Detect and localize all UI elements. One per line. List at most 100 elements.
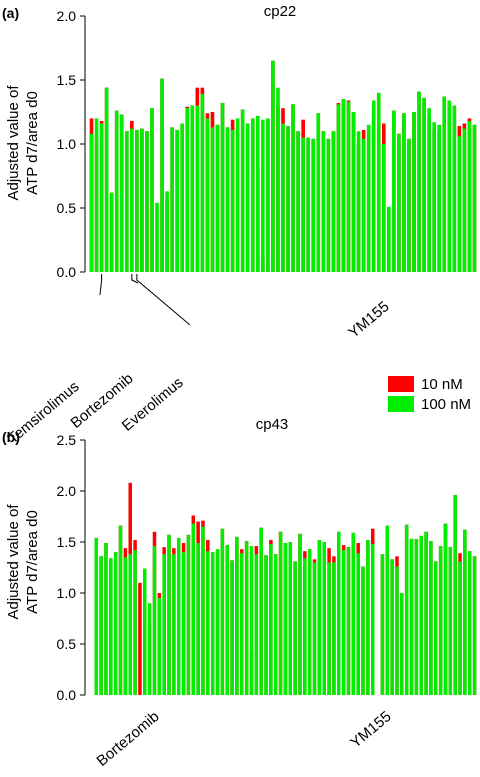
bar-100nm	[434, 561, 438, 695]
bar-100nm	[291, 104, 295, 272]
bar-100nm	[296, 131, 300, 272]
bar-100nm	[351, 532, 356, 695]
panel-b-yticks: 0.0 0.5 1.0 1.5 2.0 2.5	[57, 432, 86, 703]
bar-100nm	[210, 552, 215, 695]
bar-100nm	[99, 123, 104, 273]
bar-100nm	[165, 191, 169, 272]
bar-100nm	[283, 543, 288, 695]
bar-100nm	[351, 112, 356, 272]
bar-100nm	[316, 113, 321, 272]
bar-100nm	[230, 129, 235, 272]
y-tick-label: 0.0	[57, 687, 77, 703]
bar-100nm	[361, 566, 365, 695]
bar-100nm	[286, 126, 290, 272]
bar-100nm	[322, 542, 326, 695]
bar-100nm	[250, 118, 255, 273]
bar-100nm	[404, 524, 409, 695]
bar-100nm	[392, 110, 396, 272]
bar-100nm	[341, 99, 346, 272]
bar-100nm	[331, 131, 336, 272]
bar-100nm	[114, 110, 119, 272]
bar-100nm	[387, 206, 391, 272]
bar-100nm	[457, 136, 462, 272]
bar-100nm	[235, 118, 240, 273]
bar-100nm	[361, 138, 366, 272]
bar-100nm	[215, 124, 220, 272]
bar-100nm	[244, 540, 249, 695]
y-tick-label: 1.5	[57, 534, 77, 550]
bar-100nm	[196, 543, 200, 695]
bar-100nm	[462, 128, 467, 272]
panel-b-letter: (b)	[2, 429, 20, 445]
bar-100nm	[255, 115, 260, 272]
annotation-label: Bortezomib	[94, 708, 163, 770]
bar-100nm	[321, 131, 326, 272]
bar-100nm	[191, 523, 196, 695]
bar-100nm	[443, 523, 448, 695]
bar-100nm	[119, 114, 124, 272]
bar-100nm	[337, 531, 341, 695]
bar-100nm	[215, 549, 220, 695]
bar-100nm	[311, 138, 316, 272]
bar-100nm	[463, 529, 467, 695]
bar-100nm	[371, 100, 376, 272]
panel-b-bars	[94, 482, 477, 695]
bar-100nm	[220, 103, 225, 272]
y-tick-label: 2.5	[57, 432, 77, 448]
bar-100nm	[269, 544, 273, 695]
y-tick-label: 0.0	[57, 264, 77, 280]
bar-100nm	[312, 562, 317, 695]
bar-100nm	[152, 546, 157, 695]
bar-100nm	[317, 539, 322, 695]
bar-100nm	[225, 545, 229, 695]
bar-100nm	[245, 123, 250, 273]
bar-100nm	[147, 603, 152, 695]
y-tick-label: 0.5	[57, 200, 77, 216]
bar-100nm	[467, 551, 472, 695]
bar-100nm	[249, 546, 254, 695]
bar-100nm	[130, 128, 134, 272]
bar-100nm	[341, 550, 346, 695]
bar-100nm	[160, 78, 164, 272]
y-tick-label: 1.0	[57, 585, 77, 601]
bar-100nm	[381, 144, 386, 272]
bar-100nm	[172, 554, 176, 695]
legend-label-10nm: 10 nM	[421, 376, 463, 393]
bar-100nm	[414, 538, 419, 695]
panel-b-ylabel: Adjusted value of ATP d7/area d0	[5, 504, 41, 620]
bar-100nm	[301, 137, 305, 272]
panel-b-annotations: Bortezomib YM155	[94, 708, 395, 770]
bar-100nm	[419, 535, 423, 695]
bar-100nm	[458, 561, 462, 695]
bar-100nm	[346, 101, 351, 272]
bar-100nm	[150, 108, 154, 272]
bar-100nm	[346, 547, 351, 695]
bar-100nm	[186, 534, 191, 695]
bar-100nm	[429, 540, 433, 695]
bar-100nm	[366, 124, 371, 272]
annotation-line	[131, 274, 139, 284]
bar-100nm	[356, 131, 361, 272]
legend-swatch-100nm	[388, 396, 414, 412]
bar-100nm	[472, 124, 477, 272]
bar-100nm	[94, 537, 99, 695]
bar-100nm	[307, 549, 312, 695]
bar-100nm	[427, 108, 431, 272]
y-tick-label: 1.0	[57, 136, 77, 152]
bar-100nm	[254, 554, 259, 695]
bar-100nm	[266, 118, 270, 273]
bar-100nm	[356, 553, 360, 695]
bar-100nm	[438, 546, 443, 695]
bar-100nm	[395, 566, 399, 695]
bar-100nm	[225, 127, 230, 272]
bar-100nm	[472, 556, 477, 695]
bar-100nm	[432, 122, 436, 273]
bar-100nm	[271, 60, 275, 272]
panel-b-ylabel-line2: ATP d7/area d0	[24, 510, 41, 614]
bar-100nm	[176, 537, 181, 695]
bar-100nm	[205, 118, 210, 273]
bar-100nm	[118, 525, 123, 695]
bar-100nm	[407, 138, 411, 272]
